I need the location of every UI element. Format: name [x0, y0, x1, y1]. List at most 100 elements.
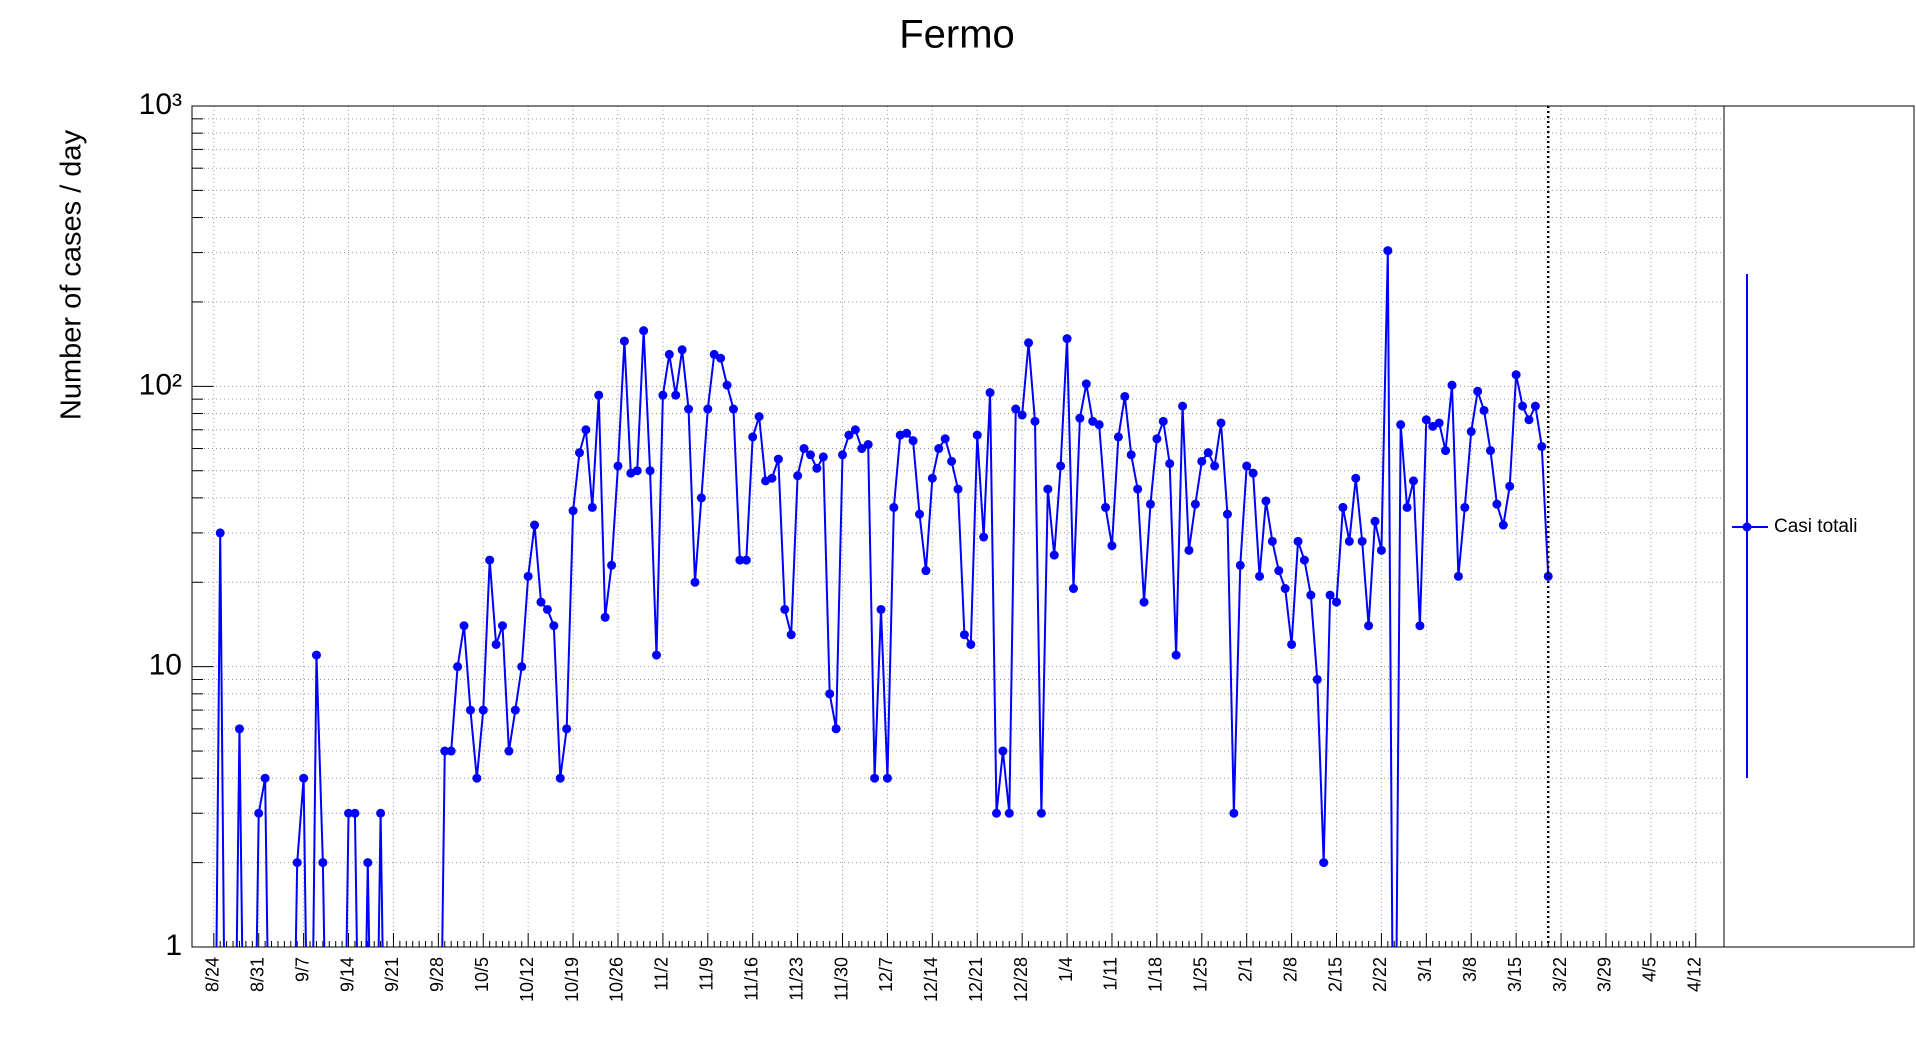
data-point	[517, 662, 527, 672]
chart-title: Fermo	[899, 13, 1015, 57]
data-point	[658, 390, 668, 400]
data-point	[825, 689, 835, 699]
data-point	[363, 858, 373, 868]
x-tick-label: 10/12	[517, 957, 537, 1002]
data-point	[722, 380, 732, 390]
data-point	[1113, 432, 1123, 442]
x-tick-label: 8/31	[247, 957, 267, 992]
data-point	[1332, 597, 1342, 607]
data-point	[318, 858, 328, 868]
data-point	[1216, 418, 1226, 428]
data-point	[1498, 520, 1508, 530]
data-point	[915, 509, 925, 519]
data-point	[1530, 401, 1540, 411]
data-point	[1370, 516, 1380, 526]
plot-frame	[191, 105, 1725, 948]
data-point	[446, 746, 456, 756]
data-point	[491, 639, 501, 649]
data-point	[1473, 386, 1483, 396]
data-point	[1441, 446, 1451, 456]
data-point	[1306, 590, 1316, 600]
data-point	[991, 808, 1001, 818]
data-point	[696, 493, 706, 503]
data-point	[998, 746, 1008, 756]
data-point	[260, 773, 270, 783]
data-point	[1178, 401, 1188, 411]
data-point	[1235, 560, 1245, 570]
x-tick-label: 3/8	[1460, 957, 1480, 982]
data-point	[1518, 401, 1528, 411]
x-tick-label: 1/4	[1056, 957, 1076, 982]
data-point	[1357, 536, 1367, 546]
data-point	[1242, 461, 1252, 471]
x-tick-label: 11/30	[831, 957, 851, 1001]
data-point	[1145, 499, 1155, 509]
x-tick-label: 2/22	[1370, 957, 1390, 992]
x-tick-label: 11/9	[697, 957, 717, 991]
data-point	[1024, 338, 1034, 348]
x-tick-label: 1/25	[1191, 957, 1211, 992]
data-point	[1011, 404, 1021, 414]
y-tick-label: 10³	[139, 88, 182, 121]
data-point	[947, 456, 957, 466]
data-point	[549, 621, 559, 631]
data-point	[921, 566, 931, 576]
data-point	[1261, 496, 1271, 506]
data-point	[299, 773, 309, 783]
data-point	[600, 612, 610, 622]
data-point	[613, 461, 623, 471]
x-tick-label: 9/21	[382, 957, 402, 992]
data-point	[1505, 481, 1515, 491]
data-point	[1255, 571, 1265, 581]
data-point	[485, 555, 495, 565]
data-point	[1524, 415, 1534, 425]
data-point	[1267, 536, 1277, 546]
data-point	[1101, 502, 1111, 512]
data-point	[1351, 473, 1361, 483]
data-point	[1152, 434, 1162, 444]
data-point	[254, 808, 264, 818]
x-tick-label: 10/19	[562, 957, 582, 1002]
legend-marker	[1742, 522, 1752, 532]
data-point	[1274, 566, 1284, 576]
data-point	[523, 571, 533, 581]
data-point	[735, 555, 745, 565]
data-point	[542, 604, 552, 614]
data-point	[555, 773, 565, 783]
data-point	[850, 425, 860, 435]
data-point	[716, 353, 726, 363]
legend-label: Casi totali	[1774, 516, 1857, 537]
data-point	[1466, 427, 1476, 437]
x-tick-label: 10/26	[607, 957, 627, 1002]
x-tick-label: 12/7	[876, 957, 896, 992]
x-tick-label: 9/28	[427, 957, 447, 992]
data-point	[344, 808, 354, 818]
data-point	[607, 560, 617, 570]
data-point	[863, 440, 873, 450]
data-point	[1280, 584, 1290, 594]
data-point	[459, 621, 469, 631]
data-point	[799, 444, 809, 454]
data-point	[453, 662, 463, 672]
data-point	[966, 639, 976, 649]
plot-area	[215, 246, 1553, 947]
data-point	[684, 404, 694, 414]
data-point	[632, 466, 642, 476]
data-point	[985, 388, 995, 398]
data-point	[972, 430, 982, 440]
data-point	[812, 463, 822, 473]
data-point	[1511, 370, 1521, 380]
data-point	[959, 630, 969, 640]
data-point	[908, 436, 918, 446]
data-point	[1139, 597, 1149, 607]
data-point	[350, 808, 360, 818]
x-tick-label: 3/15	[1505, 957, 1525, 992]
data-point	[838, 450, 848, 460]
data-point	[1383, 246, 1393, 256]
data-point	[1197, 456, 1207, 466]
data-point	[478, 705, 488, 715]
data-point	[1075, 413, 1085, 423]
data-point	[1210, 461, 1220, 471]
data-point	[818, 452, 828, 462]
